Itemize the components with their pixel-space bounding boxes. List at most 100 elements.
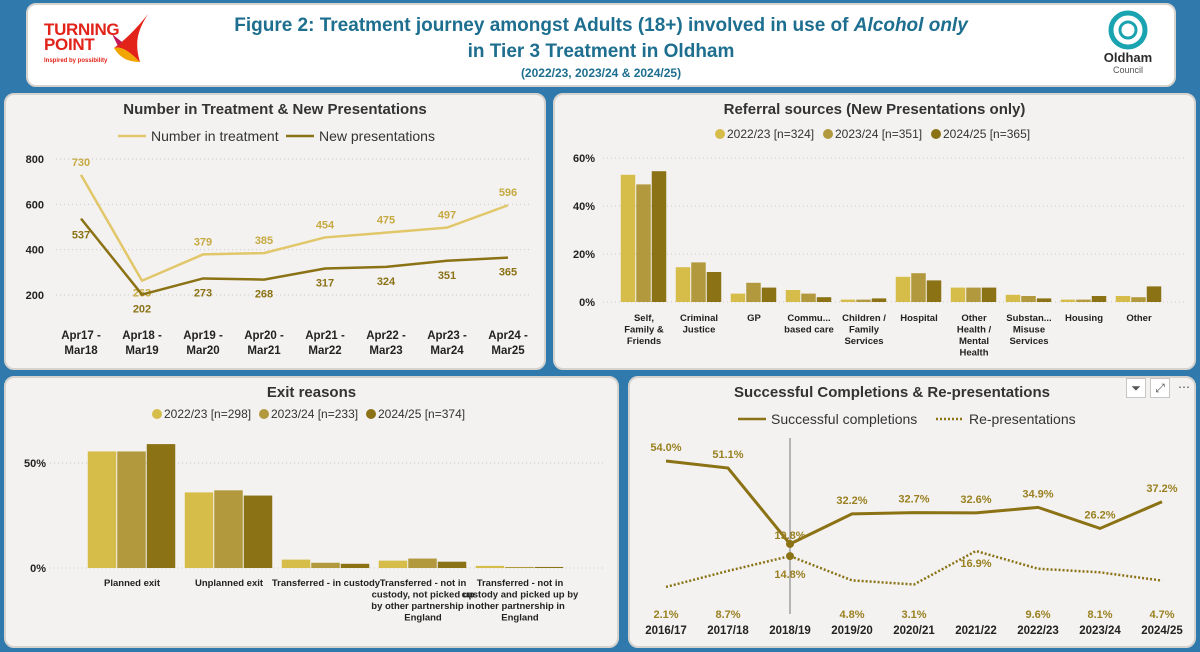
x-tick-label: Transferred - not in [380,578,467,589]
x-tick-label: Apr20 - [244,330,284,342]
data-label: 4.8% [839,609,864,621]
x-tick-label: 2022/23 [1017,625,1059,637]
bar [378,560,408,568]
x-tick-label: Mar22 [308,345,341,357]
bar [340,563,370,568]
x-tick-label: 2021/22 [955,625,997,637]
x-tick-label: Health [959,348,988,359]
bar [816,297,832,302]
series-line-re-presentations [665,549,1163,589]
x-tick-label: Housing [1065,313,1103,324]
bar [534,566,564,568]
x-tick-label: by other partnership in [371,601,475,612]
bar [691,262,706,302]
x-tick-label: Mar23 [369,345,402,357]
x-tick-label: Mental [959,336,989,347]
x-tick-label: Hospital [900,313,937,324]
bar [675,267,691,302]
bar [1091,296,1107,302]
bar [785,290,801,302]
x-tick-label: Apr21 - [305,330,345,342]
data-label: 4.7% [1149,609,1174,621]
bar [856,299,871,302]
data-label: 32.7% [898,494,929,506]
data-label: 8.1% [1087,609,1112,621]
legend-label: 2022/23 [n=298] [164,407,251,421]
bar [1146,286,1162,302]
x-tick-label: Transferred - in custody [272,578,381,589]
report-title-line1: Figure 2: Treatment journey amongst Adul… [234,15,968,36]
highlight-point [786,539,794,548]
filter-icon[interactable]: ⏷ [1126,378,1146,398]
legend-swatch [366,409,376,419]
legend-label: 2022/23 [n=324] [727,127,814,141]
data-label: 273 [194,287,212,299]
x-tick-label: Planned exit [104,578,161,589]
y-tick-label: 200 [26,290,44,302]
bar [746,282,761,302]
x-tick-label: custody, not picked up [372,590,475,601]
legend-label: Re-presentations [969,411,1076,427]
bar [911,273,926,302]
oldham-council-logo-text: Oldham Council [1103,50,1153,75]
x-tick-label: Other [1126,313,1152,324]
x-tick-label: Apr24 - [488,330,528,342]
more-options-icon[interactable]: ⋯ [1178,380,1190,394]
data-label: 3.1% [901,609,926,621]
data-label: 8.7% [715,609,740,621]
bar [950,287,966,302]
legend-label: 2024/25 [n=374] [378,407,465,421]
data-label: 19.8% [774,530,805,542]
x-tick-label: Apr22 - [366,330,406,342]
bar [966,287,981,302]
y-tick-label: 400 [26,245,44,257]
data-label: 32.2% [836,495,867,507]
data-label: 26.2% [1084,509,1115,521]
exit-reasons-panel: Exit reasons 2022/23 [n=298] 2023/24 [n=2… [4,376,619,648]
bar [146,444,176,568]
x-tick-label: 2018/19 [769,625,811,637]
report-header: Figure 2: Treatment journey amongst Adul… [26,3,1176,87]
bar [184,492,214,568]
report-subtitle: (2022/23, 2023/24 & 2024/25) [520,66,682,80]
y-tick-label: 0% [579,297,595,309]
x-tick-label: Services [1009,336,1048,347]
x-tick-label: Mar21 [247,345,281,357]
data-label: 32.6% [960,494,991,506]
bar [1115,296,1131,302]
x-tick-label: Health / [957,325,992,336]
x-tick-label: Other [961,313,987,324]
x-tick-label: Justice [683,325,716,336]
legend-label: 2023/24 [n=233] [271,407,358,421]
data-label: 385 [255,235,273,247]
x-tick-label: Apr17 - [61,330,101,342]
x-tick-label: 2017/18 [707,625,749,637]
bar [117,451,146,568]
x-tick-label: Family & [624,325,664,336]
x-tick-label: Commu... [787,313,830,324]
bar [87,451,117,568]
bar [1076,299,1091,302]
bar [871,298,887,302]
chart-title: Referral sources (New Presentations only… [723,101,1026,118]
focus-mode-icon[interactable]: ⤢ [1150,378,1170,398]
completions-panel: Successful Completions & Re-presentation… [628,376,1196,648]
report-title-line2: in Tier 3 Treatment in Oldham [467,41,735,62]
data-label: 497 [438,210,456,222]
y-tick-label: 0% [30,563,46,575]
x-tick-label: Mar18 [64,345,98,357]
data-label: 730 [72,157,90,169]
x-tick-label: Children / [842,313,886,324]
bar [840,299,856,302]
y-tick-label: 40% [573,201,595,213]
x-tick-label: 2016/17 [645,625,687,637]
y-tick-label: 60% [573,153,595,165]
x-tick-label: Apr23 - [427,330,467,342]
data-label: 14.8% [774,569,805,581]
data-label: 37.2% [1146,483,1177,495]
bar [730,293,746,302]
x-tick-label: custody and picked up by [462,590,579,601]
x-tick-label: 2024/25 [1141,625,1183,637]
x-tick-label: Criminal [680,313,718,324]
x-tick-label: Services [844,336,883,347]
